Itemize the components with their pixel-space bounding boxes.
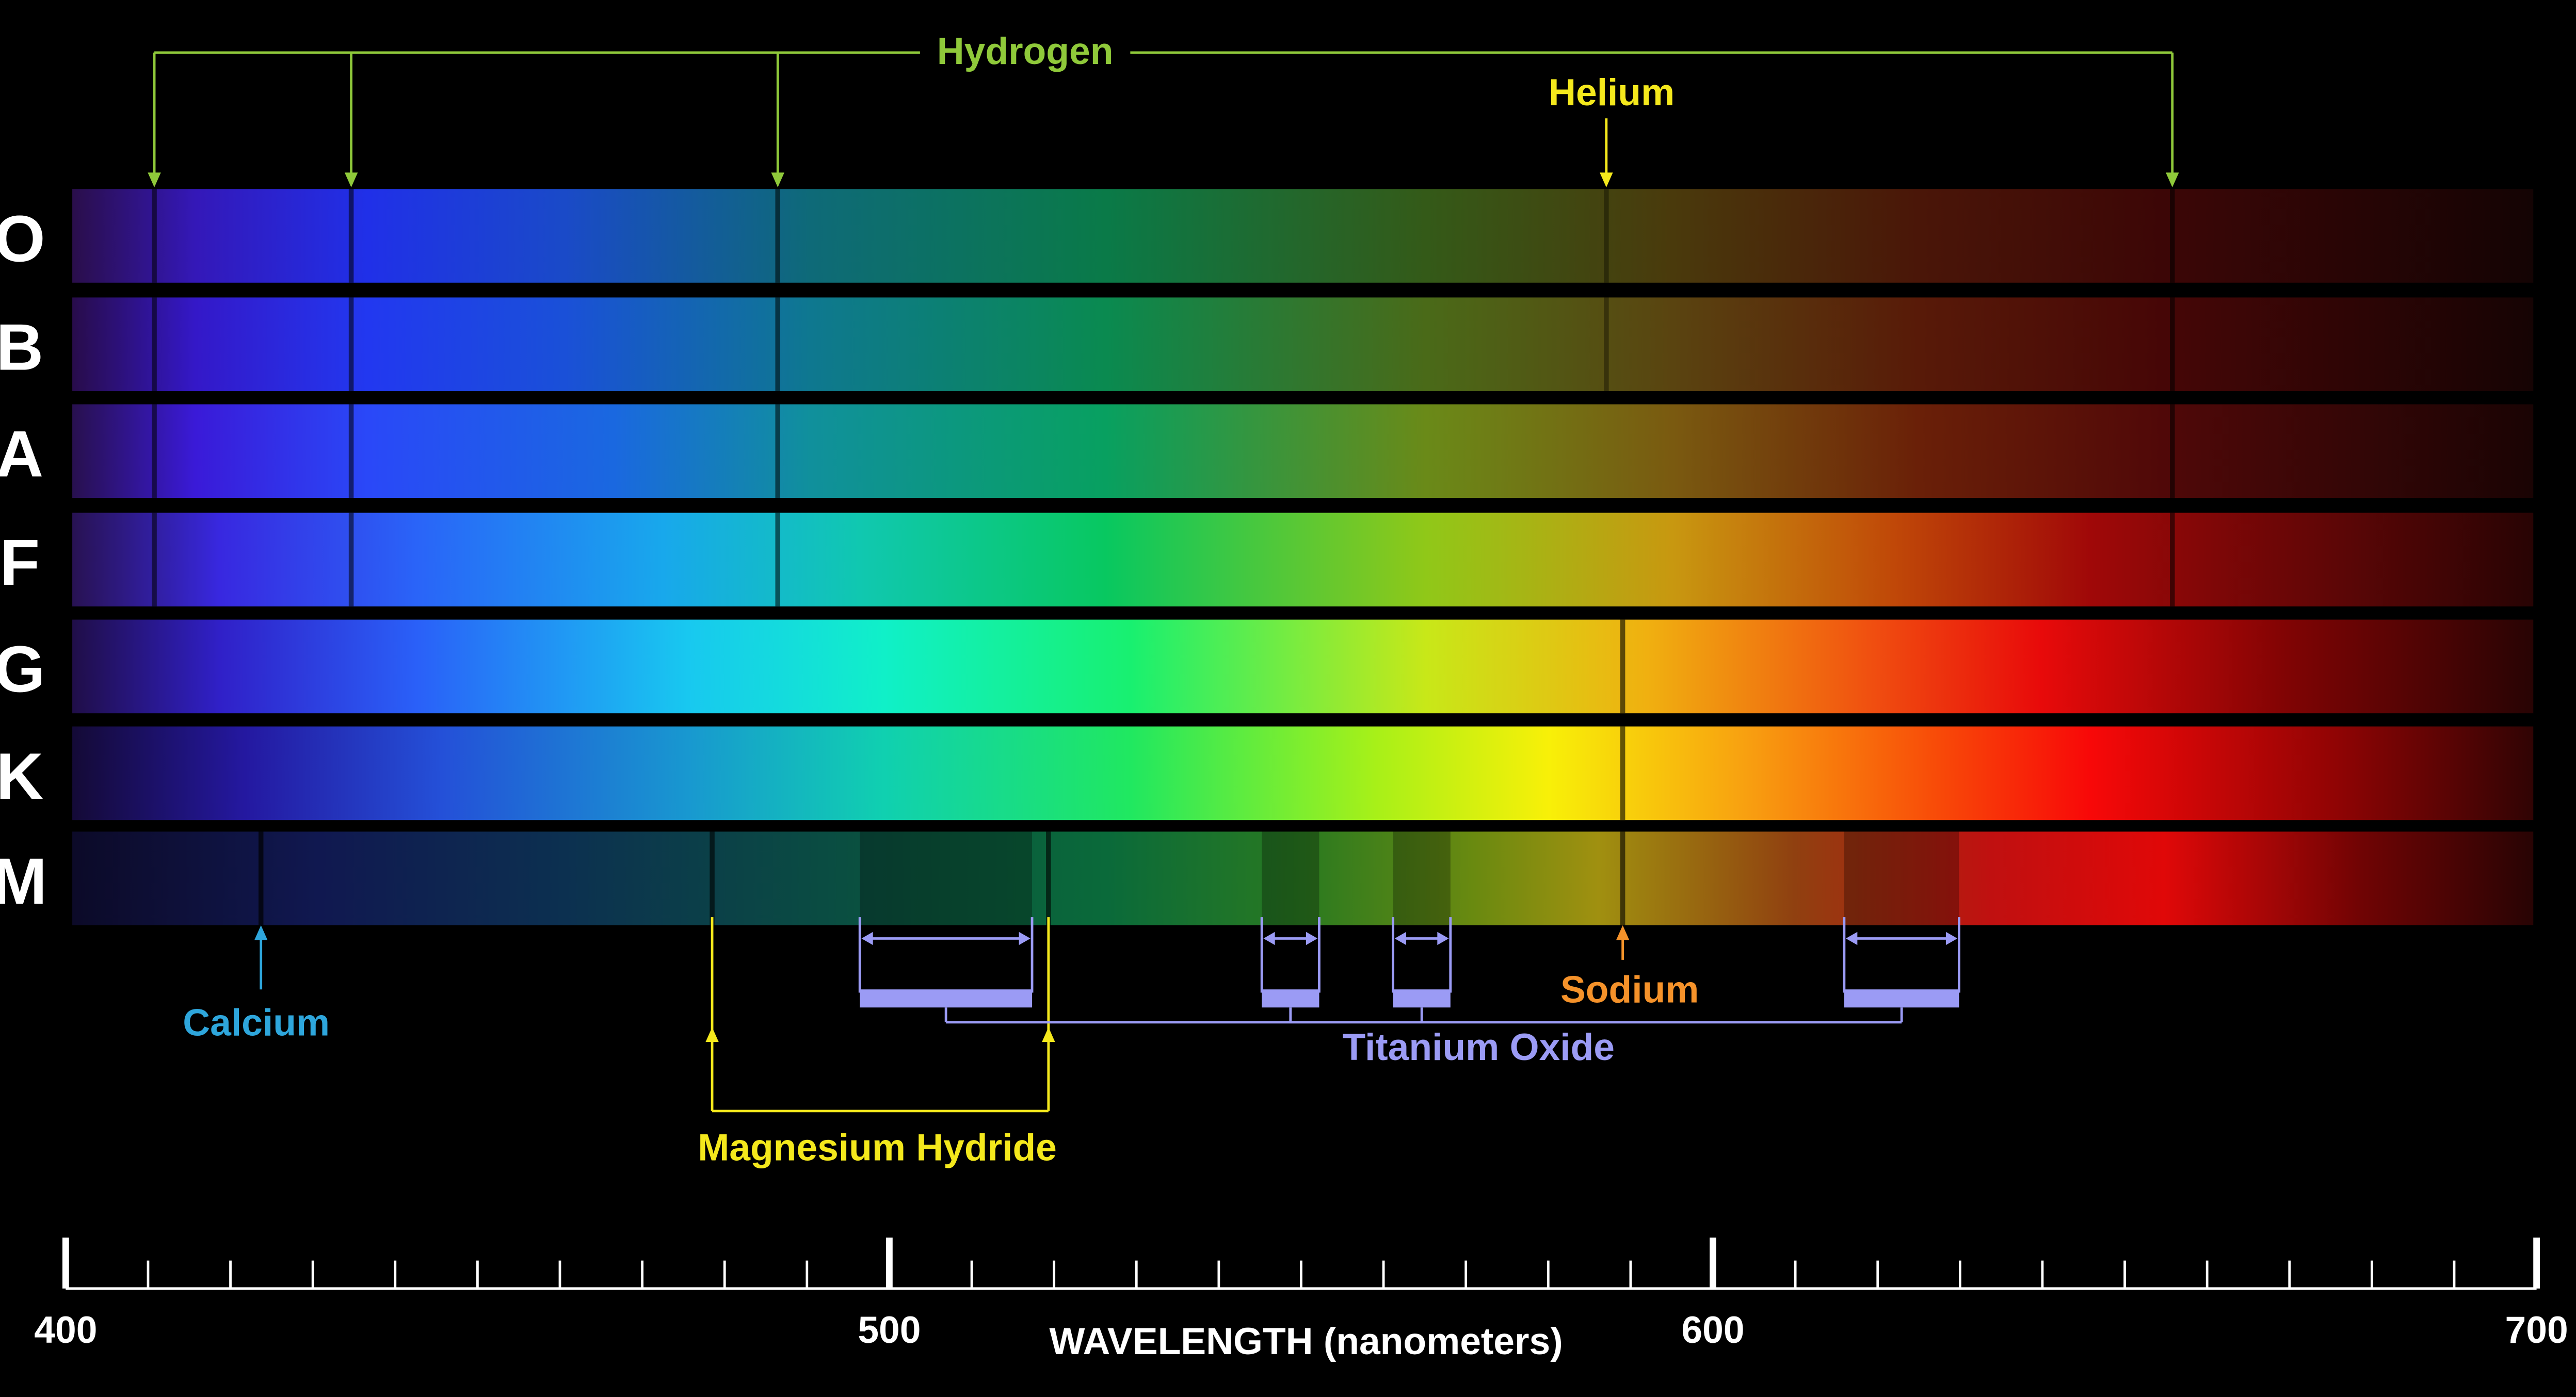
helium-annotation: Helium: [1549, 71, 1675, 188]
sodium-arrowhead: [1616, 925, 1630, 940]
hydrogen-line: [2169, 297, 2175, 391]
hydrogen-arrowhead: [344, 172, 358, 188]
wavelength-axis: 400 500 600 700 WAVELENGTH (nanometers): [34, 1238, 2568, 1362]
axis-ticks: [62, 1238, 2540, 1290]
hydrogen-line: [775, 189, 781, 283]
tio-arrowhead: [1263, 932, 1275, 945]
hydrogen-line: [348, 512, 354, 607]
sodium-label: Sodium: [1560, 969, 1699, 1011]
axis-tick-label: 500: [858, 1309, 921, 1351]
class-label-G: G: [0, 633, 45, 706]
magnesium-hydride-line: [710, 831, 715, 925]
helium-arrowhead: [1600, 172, 1613, 188]
hydrogen-line: [348, 189, 354, 283]
hydrogen-line: [2169, 189, 2175, 283]
hydrogen-line: [348, 297, 354, 391]
calcium-arrowhead: [254, 925, 268, 940]
sodium-arrow: [1616, 925, 1630, 960]
titanium-oxide-label: Titanium Oxide: [1343, 1026, 1615, 1068]
class-labels: OBAFGKM: [0, 202, 47, 918]
axis-tick-label: 400: [34, 1309, 97, 1351]
absorption-lines: [152, 189, 2175, 925]
axis-tick-label: 700: [2505, 1309, 2568, 1351]
calcium-line: [258, 831, 264, 925]
tio-arrowhead: [1437, 932, 1449, 945]
tio-arrowhead: [861, 932, 873, 945]
hydrogen-line: [775, 297, 781, 391]
hydrogen-line: [348, 404, 354, 498]
spectrum-strip-A: [72, 404, 2534, 498]
tio-arrowhead: [1846, 932, 1858, 945]
helium-arrow: [1600, 118, 1613, 188]
titanium-oxide-band-shade: [1262, 831, 1319, 925]
axis-tick-labels: 400 500 600 700: [34, 1309, 2568, 1351]
magnesium-hydride-annotation: Magnesium Hydride: [698, 917, 1057, 1168]
hydrogen-line: [775, 404, 781, 498]
class-label-A: A: [0, 418, 43, 491]
hydrogen-line: [2169, 404, 2175, 498]
class-label-B: B: [0, 311, 43, 384]
helium-label: Helium: [1549, 71, 1675, 114]
hydrogen-line: [2169, 512, 2175, 607]
mgh-arrowhead: [705, 1027, 719, 1042]
hydrogen-line: [152, 189, 157, 283]
class-label-F: F: [0, 526, 40, 599]
spectrum-strips: [72, 189, 2534, 925]
sodium-line: [1620, 831, 1625, 925]
class-label-M: M: [0, 845, 47, 918]
spectrum-strip-O: [72, 189, 2534, 283]
hydrogen-line: [152, 404, 157, 498]
magnesium-hydride-label: Magnesium Hydride: [698, 1126, 1057, 1168]
spectrum-strip-G: [72, 619, 2534, 714]
spectrum-strip-B: [72, 297, 2534, 391]
hydrogen-arrowhead: [148, 172, 161, 188]
hydrogen-line: [152, 297, 157, 391]
helium-line: [1604, 297, 1609, 391]
tio-arrowhead: [1019, 932, 1031, 945]
sodium-line: [1620, 619, 1625, 714]
helium-line: [1604, 189, 1609, 283]
tio-band-bar: [1393, 989, 1451, 1008]
hydrogen-bracket: [148, 51, 2179, 188]
hydrogen-arrowhead: [771, 172, 784, 188]
tio-band-bar: [1844, 989, 1959, 1008]
magnesium-hydride-line: [1046, 831, 1051, 925]
magnesium-hydride-bracket: [705, 917, 1055, 1113]
titanium-oxide-bands: [858, 917, 1960, 1024]
axis-tick-label: 600: [1681, 1309, 1744, 1351]
titanium-oxide-band-shade: [860, 831, 1033, 925]
sodium-annotation: Sodium: [1560, 925, 1699, 1011]
hydrogen-label: Hydrogen: [937, 30, 1114, 72]
calcium-annotation: Calcium: [183, 925, 330, 1043]
spectrum-strip-K: [72, 726, 2534, 821]
tio-arrowhead: [1306, 932, 1318, 945]
calcium-arrow: [254, 925, 268, 990]
spectrum-strip-M: [72, 831, 2534, 925]
tio-band-bar: [860, 989, 1033, 1008]
tio-arrowhead: [1945, 932, 1958, 945]
axis-title: WAVELENGTH (nanometers): [1049, 1320, 1563, 1362]
hydrogen-arrowhead: [2166, 172, 2179, 188]
tio-arrowhead: [1394, 932, 1406, 945]
class-label-O: O: [0, 202, 45, 275]
hydrogen-line: [775, 512, 781, 607]
spectrum-strip-F: [72, 512, 2534, 607]
titanium-oxide-annotation: Titanium Oxide: [858, 917, 1960, 1068]
tio-band-bar: [1262, 989, 1319, 1008]
class-label-K: K: [0, 740, 43, 813]
mgh-arrowhead: [1042, 1027, 1055, 1042]
titanium-oxide-band-shade: [1844, 831, 1959, 925]
hydrogen-line: [152, 512, 157, 607]
calcium-label: Calcium: [183, 1001, 330, 1043]
hydrogen-annotation: Hydrogen: [148, 30, 2179, 188]
sodium-line: [1620, 726, 1625, 821]
titanium-oxide-band-shade: [1393, 831, 1451, 925]
